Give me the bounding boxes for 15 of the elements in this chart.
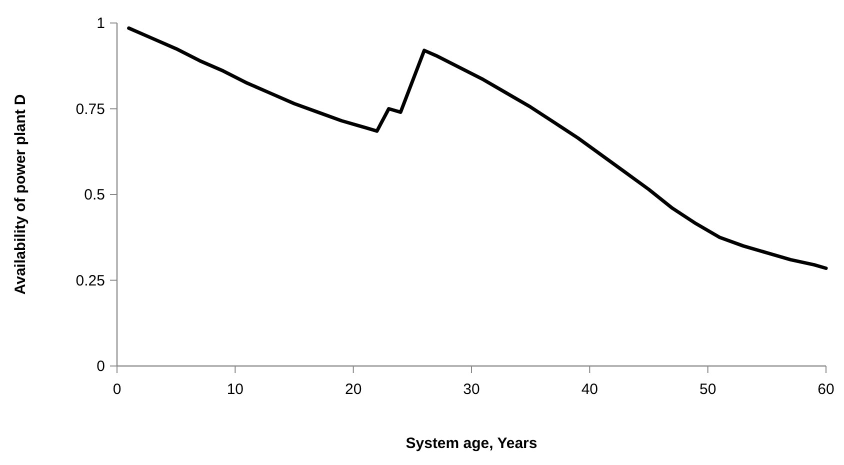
y-tick-label: 0.25: [76, 272, 105, 290]
x-tick-label: 20: [344, 381, 362, 398]
x-tick-label: 10: [226, 381, 244, 398]
y-tick-label: 0.5: [84, 186, 105, 204]
line-series: [127, 26, 828, 270]
y-tick-label: 0: [96, 358, 105, 375]
x-tick-label: 40: [581, 381, 598, 398]
x-axis-title: System age, Years: [406, 435, 538, 452]
x-tick-label: 0: [112, 381, 122, 398]
x-tick-label: 50: [699, 381, 716, 398]
x-tick-label: 30: [463, 381, 480, 398]
y-tick-label: 1: [96, 15, 105, 32]
x-tick-label: 60: [818, 381, 834, 398]
y-tick-label: 0.75: [76, 100, 105, 118]
y-axis-title: Availability of power plant D: [12, 94, 29, 295]
